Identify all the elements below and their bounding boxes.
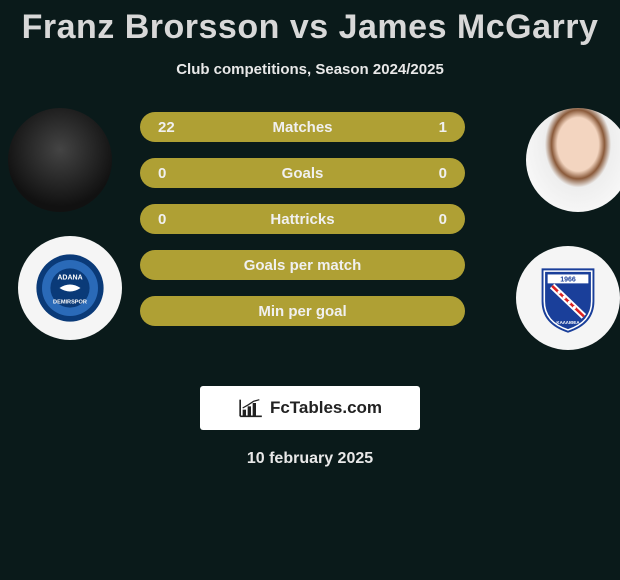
player1-avatar	[8, 108, 112, 212]
stat-left-value: 22	[158, 119, 182, 136]
stat-rows: 22 Matches 1 0 Goals 0 0 Hattricks 0 Goa…	[140, 112, 465, 342]
stat-label: Goals	[182, 165, 423, 182]
player2-avatar	[526, 108, 620, 212]
vs-text: vs	[290, 8, 329, 46]
player2-name: James McGarry	[339, 8, 599, 46]
stat-right-value: 1	[423, 119, 447, 136]
branding-badge[interactable]: FcTables.com	[200, 386, 420, 430]
club-badge-icon: ADANA DEMIRSPOR	[35, 253, 105, 323]
stat-right-value: 0	[423, 211, 447, 228]
branding-label: FcTables.com	[270, 398, 382, 418]
player1-name: Franz Brorsson	[22, 8, 280, 46]
stat-label: Min per goal	[158, 303, 447, 320]
svg-text:ADANA: ADANA	[57, 275, 82, 282]
chart-icon	[238, 398, 264, 418]
page-title: Franz Brorsson vs James McGarry	[0, 0, 620, 47]
stat-label: Matches	[182, 119, 423, 136]
date-text: 10 february 2025	[0, 450, 620, 468]
player2-photo	[526, 108, 620, 212]
subtitle: Club competitions, Season 2024/2025	[0, 61, 620, 78]
comparison-content: ADANA DEMIRSPOR 1966 ΚΑΛΛΙΘΕΑ 22 Matches…	[0, 108, 620, 368]
stat-right-value: 0	[423, 165, 447, 182]
player1-photo	[8, 108, 112, 212]
stat-row-min-per-goal: Min per goal	[140, 296, 465, 326]
player1-club-badge: ADANA DEMIRSPOR	[18, 236, 122, 340]
player2-club-badge: 1966 ΚΑΛΛΙΘΕΑ	[516, 246, 620, 350]
stat-row-matches: 22 Matches 1	[140, 112, 465, 142]
stat-left-value: 0	[158, 165, 182, 182]
stat-left-value: 0	[158, 211, 182, 228]
svg-text:DEMIRSPOR: DEMIRSPOR	[53, 299, 87, 305]
svg-text:1966: 1966	[560, 276, 576, 283]
club-badge-icon: 1966 ΚΑΛΛΙΘΕΑ	[533, 263, 603, 333]
stat-label: Goals per match	[158, 257, 447, 274]
stat-label: Hattricks	[182, 211, 423, 228]
svg-text:ΚΑΛΛΙΘΕΑ: ΚΑΛΛΙΘΕΑ	[556, 320, 580, 325]
stat-row-goals-per-match: Goals per match	[140, 250, 465, 280]
stat-row-hattricks: 0 Hattricks 0	[140, 204, 465, 234]
stat-row-goals: 0 Goals 0	[140, 158, 465, 188]
